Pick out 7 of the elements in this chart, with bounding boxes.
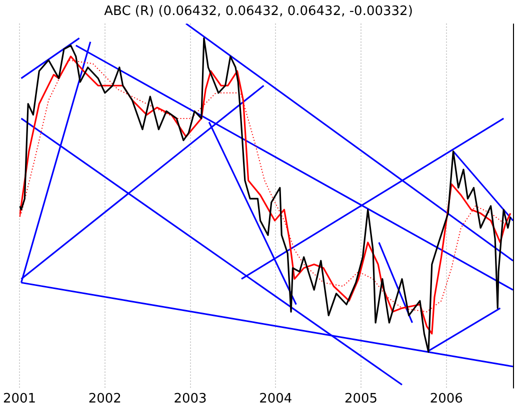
- x-tick-label: 2002: [88, 392, 122, 407]
- x-tick-label: 2003: [174, 392, 207, 407]
- x-tick-label: 2001: [2, 392, 36, 407]
- chart-title: ABC (R) (0.06432, 0.06432, 0.06432, -0.00332): [104, 4, 413, 20]
- x-tick-label: 2005: [344, 392, 378, 407]
- x-tick-label: 2006: [430, 392, 463, 407]
- x-tick-label: 2004: [259, 392, 292, 407]
